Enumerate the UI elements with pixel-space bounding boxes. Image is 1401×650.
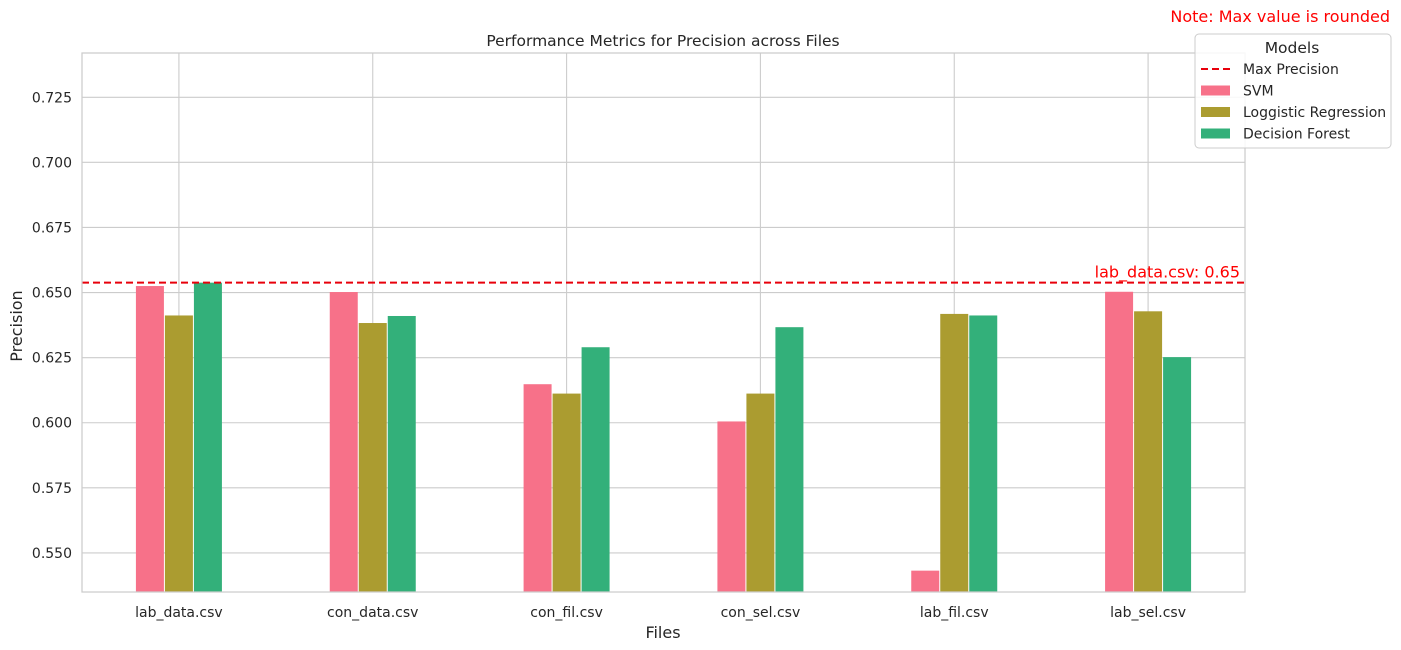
legend: Models Max Precision SVM Loggistic Regress… (1194, 33, 1392, 149)
x-tick-label: con_fil.csv (530, 605, 603, 621)
bars (135, 282, 1192, 592)
bar (193, 282, 222, 592)
y-axis-title: Precision (7, 290, 26, 361)
y-tick-label: 0.700 (32, 155, 72, 171)
x-tick-label: lab_data.csv (135, 605, 223, 621)
x-axis-title: Files (645, 623, 680, 642)
y-tick-label: 0.600 (32, 416, 72, 432)
bar (969, 315, 998, 592)
legend-box (1194, 33, 1392, 149)
max-precision-line-group: lab_data.csv: 0.65 (82, 263, 1245, 284)
legend-label: SVM (1243, 84, 1274, 100)
legend-swatch (1201, 128, 1230, 139)
rounding-note: Note: Max value is rounded (1170, 7, 1390, 26)
legend-items: Max Precision SVM Loggistic Regression Deci… (1201, 62, 1386, 143)
legend-swatch (1201, 85, 1230, 96)
legend-title: Models (1265, 39, 1320, 57)
bar (746, 393, 775, 592)
legend-label: Decision Forest (1243, 127, 1351, 143)
bar (135, 286, 164, 592)
bar (523, 384, 552, 592)
x-tick-label: con_data.csv (327, 605, 418, 621)
bar (552, 393, 581, 592)
y-tick-label: 0.550 (32, 546, 72, 562)
legend-label: Loggistic Regression (1243, 105, 1386, 121)
bar (911, 570, 940, 592)
plot-frame (81, 52, 1246, 593)
bar (329, 292, 358, 592)
bar (387, 315, 416, 592)
bar (358, 323, 387, 592)
x-tick-labels: lab_data.csv con_data.csv con_fil.csv con_s… (135, 605, 1186, 621)
x-tick-label: con_sel.csv (721, 605, 801, 621)
bar (1105, 291, 1134, 592)
max-precision-annotation: lab_data.csv: 0.65 (1095, 263, 1240, 283)
y-tick-label: 0.725 (32, 90, 72, 106)
bar (581, 347, 610, 592)
bar (717, 421, 746, 592)
x-tick-label: lab_fil.csv (920, 605, 989, 621)
y-tick-label: 0.625 (32, 351, 72, 367)
bar (164, 315, 193, 592)
bar (775, 327, 804, 592)
x-tick-label: lab_sel.csv (1110, 605, 1186, 621)
bar (1134, 311, 1163, 592)
bar (1163, 357, 1192, 592)
bar (940, 313, 969, 592)
y-tick-label: 0.650 (32, 286, 72, 302)
y-tick-label: 0.675 (32, 220, 72, 236)
legend-swatch (1201, 107, 1230, 117)
chart-title: Performance Metrics for Precision across… (486, 32, 839, 50)
legend-label: Max Precision (1243, 62, 1339, 78)
y-tick-labels: 0.550 0.575 0.600 0.625 0.650 0.675 0.700 0.725 (32, 90, 72, 562)
y-tick-label: 0.575 (32, 481, 72, 497)
